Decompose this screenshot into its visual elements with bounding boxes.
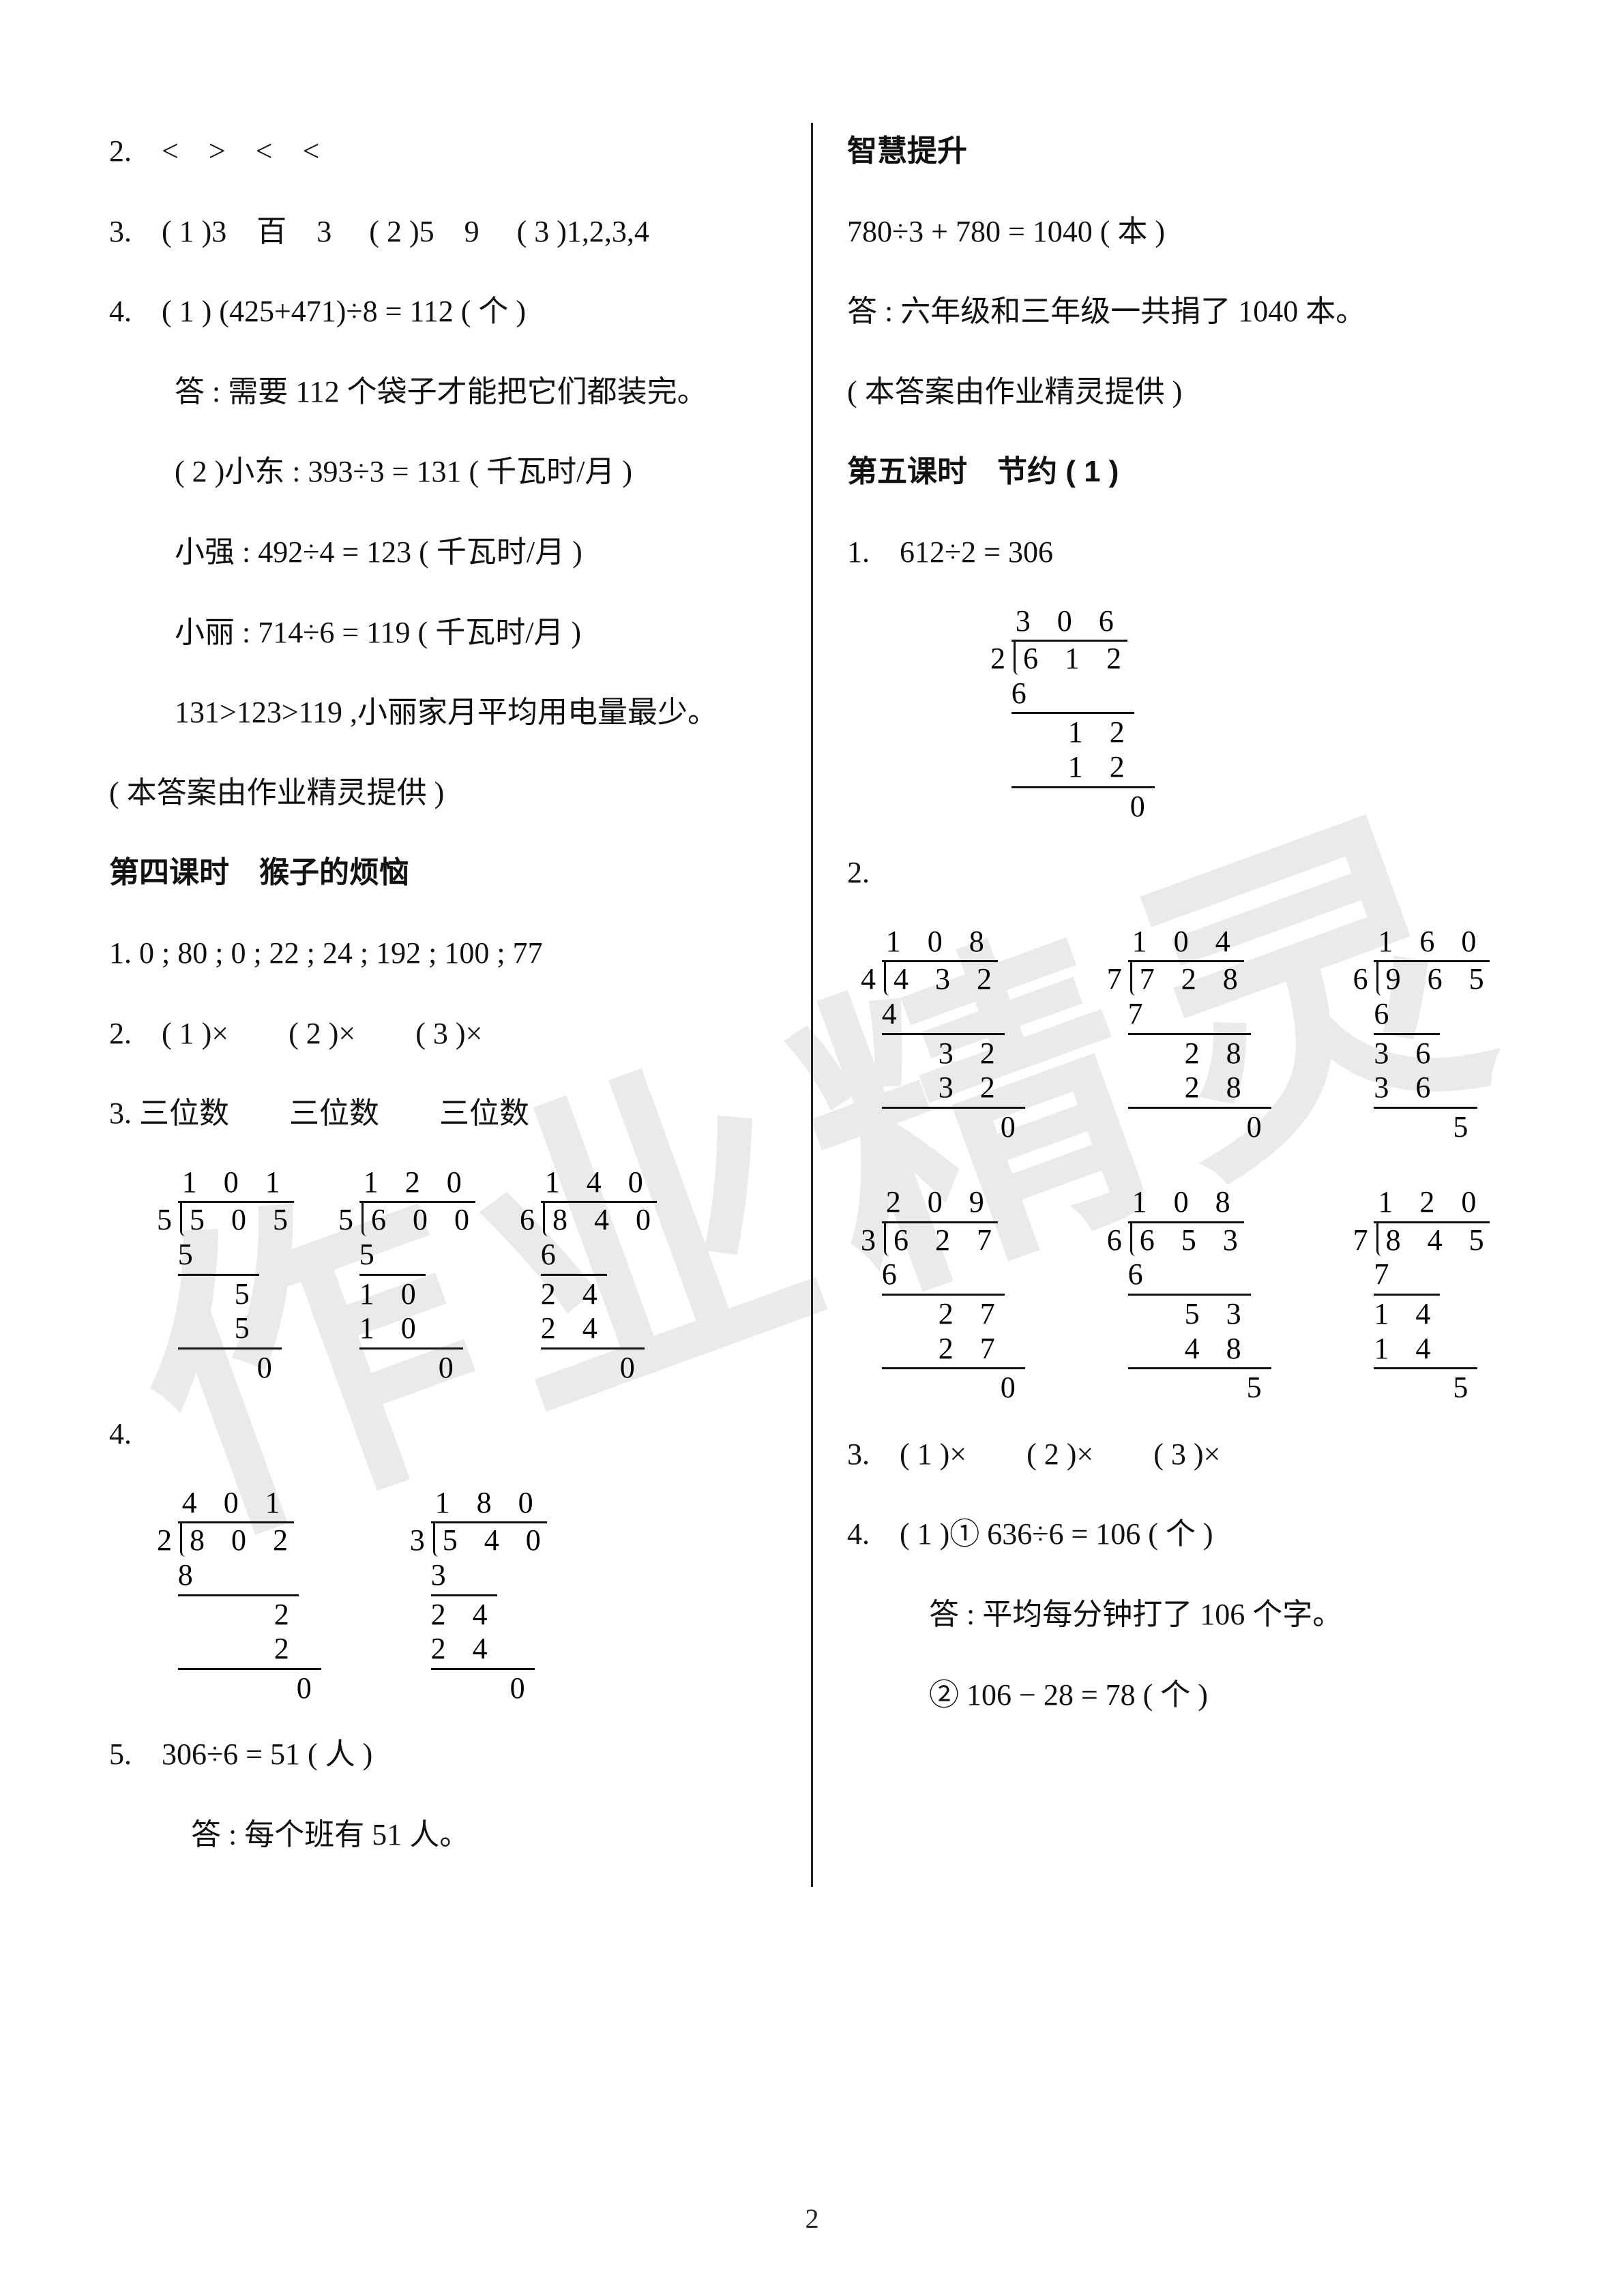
s4-line-4: 4.: [109, 1405, 777, 1463]
long-division: 1 0 844 3 24 3 2 3 2 0: [861, 925, 1025, 1145]
left-credit: ( 本答案由作业精灵提供 ): [109, 764, 777, 822]
s5-2b-longdiv-row: 2 0 936 2 76 2 7 2 7 0 1 0 866 5 36 5 3 4…: [861, 1185, 1515, 1405]
s5-line-1: 1. 612÷2 = 306: [847, 524, 1515, 581]
s4-line-2: 2. ( 1 )× ( 2 )× ( 3 )×: [109, 1005, 777, 1062]
s4-5-answer: 答 : 每个班有 51 人。: [109, 1806, 777, 1864]
right-column: 智慧提升 780÷3 + 780 = 1040 ( 本 ) 答 : 六年级和三年…: [847, 123, 1515, 1887]
left-line-4a: 4. ( 1 ) (425+471)÷8 = 112 ( 个 ): [109, 283, 777, 340]
section-4-title: 第四课时 猴子的烦恼: [109, 844, 777, 901]
right-up-answer: 答 : 六年级和三年级一共捐了 1040 本。: [847, 283, 1515, 340]
long-division: 2 0 936 2 76 2 7 2 7 0: [861, 1185, 1025, 1405]
left-line-4c: 小强 : 492÷4 = 123 ( 千瓦时/月 ): [109, 524, 777, 581]
s4-3-longdiv-row: 1 0 155 0 55 5 5 0 1 2 056 0 051 01 0 0 1 …: [157, 1165, 777, 1386]
long-division: 1 2 056 0 051 01 0 0: [338, 1165, 479, 1386]
long-division: 1 0 866 5 36 5 3 4 8 5: [1107, 1185, 1271, 1405]
long-division: 1 0 477 2 87 2 8 2 8 0: [1107, 925, 1271, 1145]
page-number: 2: [0, 2203, 1624, 2235]
right-up1: 780÷3 + 780 = 1040 ( 本 ): [847, 203, 1515, 260]
long-division: 1 4 068 4 062 42 4 0: [520, 1165, 660, 1386]
s5-2a-longdiv-row: 1 0 844 3 24 3 2 3 2 0 1 0 477 2 87 2 8 2…: [861, 925, 1515, 1145]
long-division: 4 0 128 0 28 2 2 0: [157, 1486, 321, 1706]
section-5-title: 第五课时 节约 ( 1 ): [847, 443, 1515, 501]
s4-line-3: 3. 三位数 三位数 三位数: [109, 1085, 777, 1142]
left-line-4d: 小丽 : 714÷6 = 119 ( 千瓦时/月 ): [109, 604, 777, 661]
long-division: 3 0 626 1 26 1 2 1 2 0: [990, 604, 1155, 824]
s5-4a-answer: 答 : 平均每分钟打了 106 个字。: [847, 1586, 1515, 1643]
left-4a-answer: 答 : 需要 112 个袋子才能把它们都装完。: [109, 363, 777, 421]
left-column: 2. < > < < 3. ( 1 )3 百 3 ( 2 )5 9 ( 3 )1…: [109, 123, 777, 1887]
s5-line-3: 3. ( 1 )× ( 2 )× ( 3 )×: [847, 1426, 1515, 1483]
s5-line-2: 2.: [847, 844, 1515, 901]
s4-line-5: 5. 306÷6 = 51 ( 人 ): [109, 1726, 777, 1783]
long-division: 1 0 155 0 55 5 5 0: [157, 1165, 297, 1386]
page-container: 2. < > < < 3. ( 1 )3 百 3 ( 2 )5 9 ( 3 )1…: [0, 0, 1624, 1969]
s5-line-4a: 4. ( 1 )① 636÷6 = 106 ( 个 ): [847, 1506, 1515, 1563]
long-division: 1 2 078 4 571 41 4 5: [1353, 1185, 1494, 1405]
right-credit: ( 本答案由作业精灵提供 ): [847, 363, 1515, 421]
s5-1-longdiv: 3 0 626 1 26 1 2 1 2 0: [990, 604, 1515, 824]
s4-4-longdiv-row: 4 0 128 0 28 2 2 0 1 8 035 4 032 42 4 0: [157, 1486, 777, 1706]
left-line-2: 2. < > < <: [109, 123, 777, 180]
left-line-4e: 131>123>119 ,小丽家月平均用电量最少。: [109, 684, 777, 741]
s5-line-4b: ② 106 − 28 = 78 ( 个 ): [847, 1667, 1515, 1724]
s4-line-1: 1. 0 ; 80 ; 0 ; 22 ; 24 ; 192 ; 100 ; 77: [109, 925, 777, 982]
long-division: 1 6 069 6 563 63 6 5: [1353, 925, 1494, 1145]
left-line-4b: ( 2 )小东 : 393÷3 = 131 ( 千瓦时/月 ): [109, 443, 777, 501]
long-division: 1 8 035 4 032 42 4 0: [410, 1486, 550, 1706]
wisdom-upgrade-title: 智慧提升: [847, 123, 1515, 180]
column-divider: [811, 123, 813, 1887]
left-line-3: 3. ( 1 )3 百 3 ( 2 )5 9 ( 3 )1,2,3,4: [109, 203, 777, 260]
